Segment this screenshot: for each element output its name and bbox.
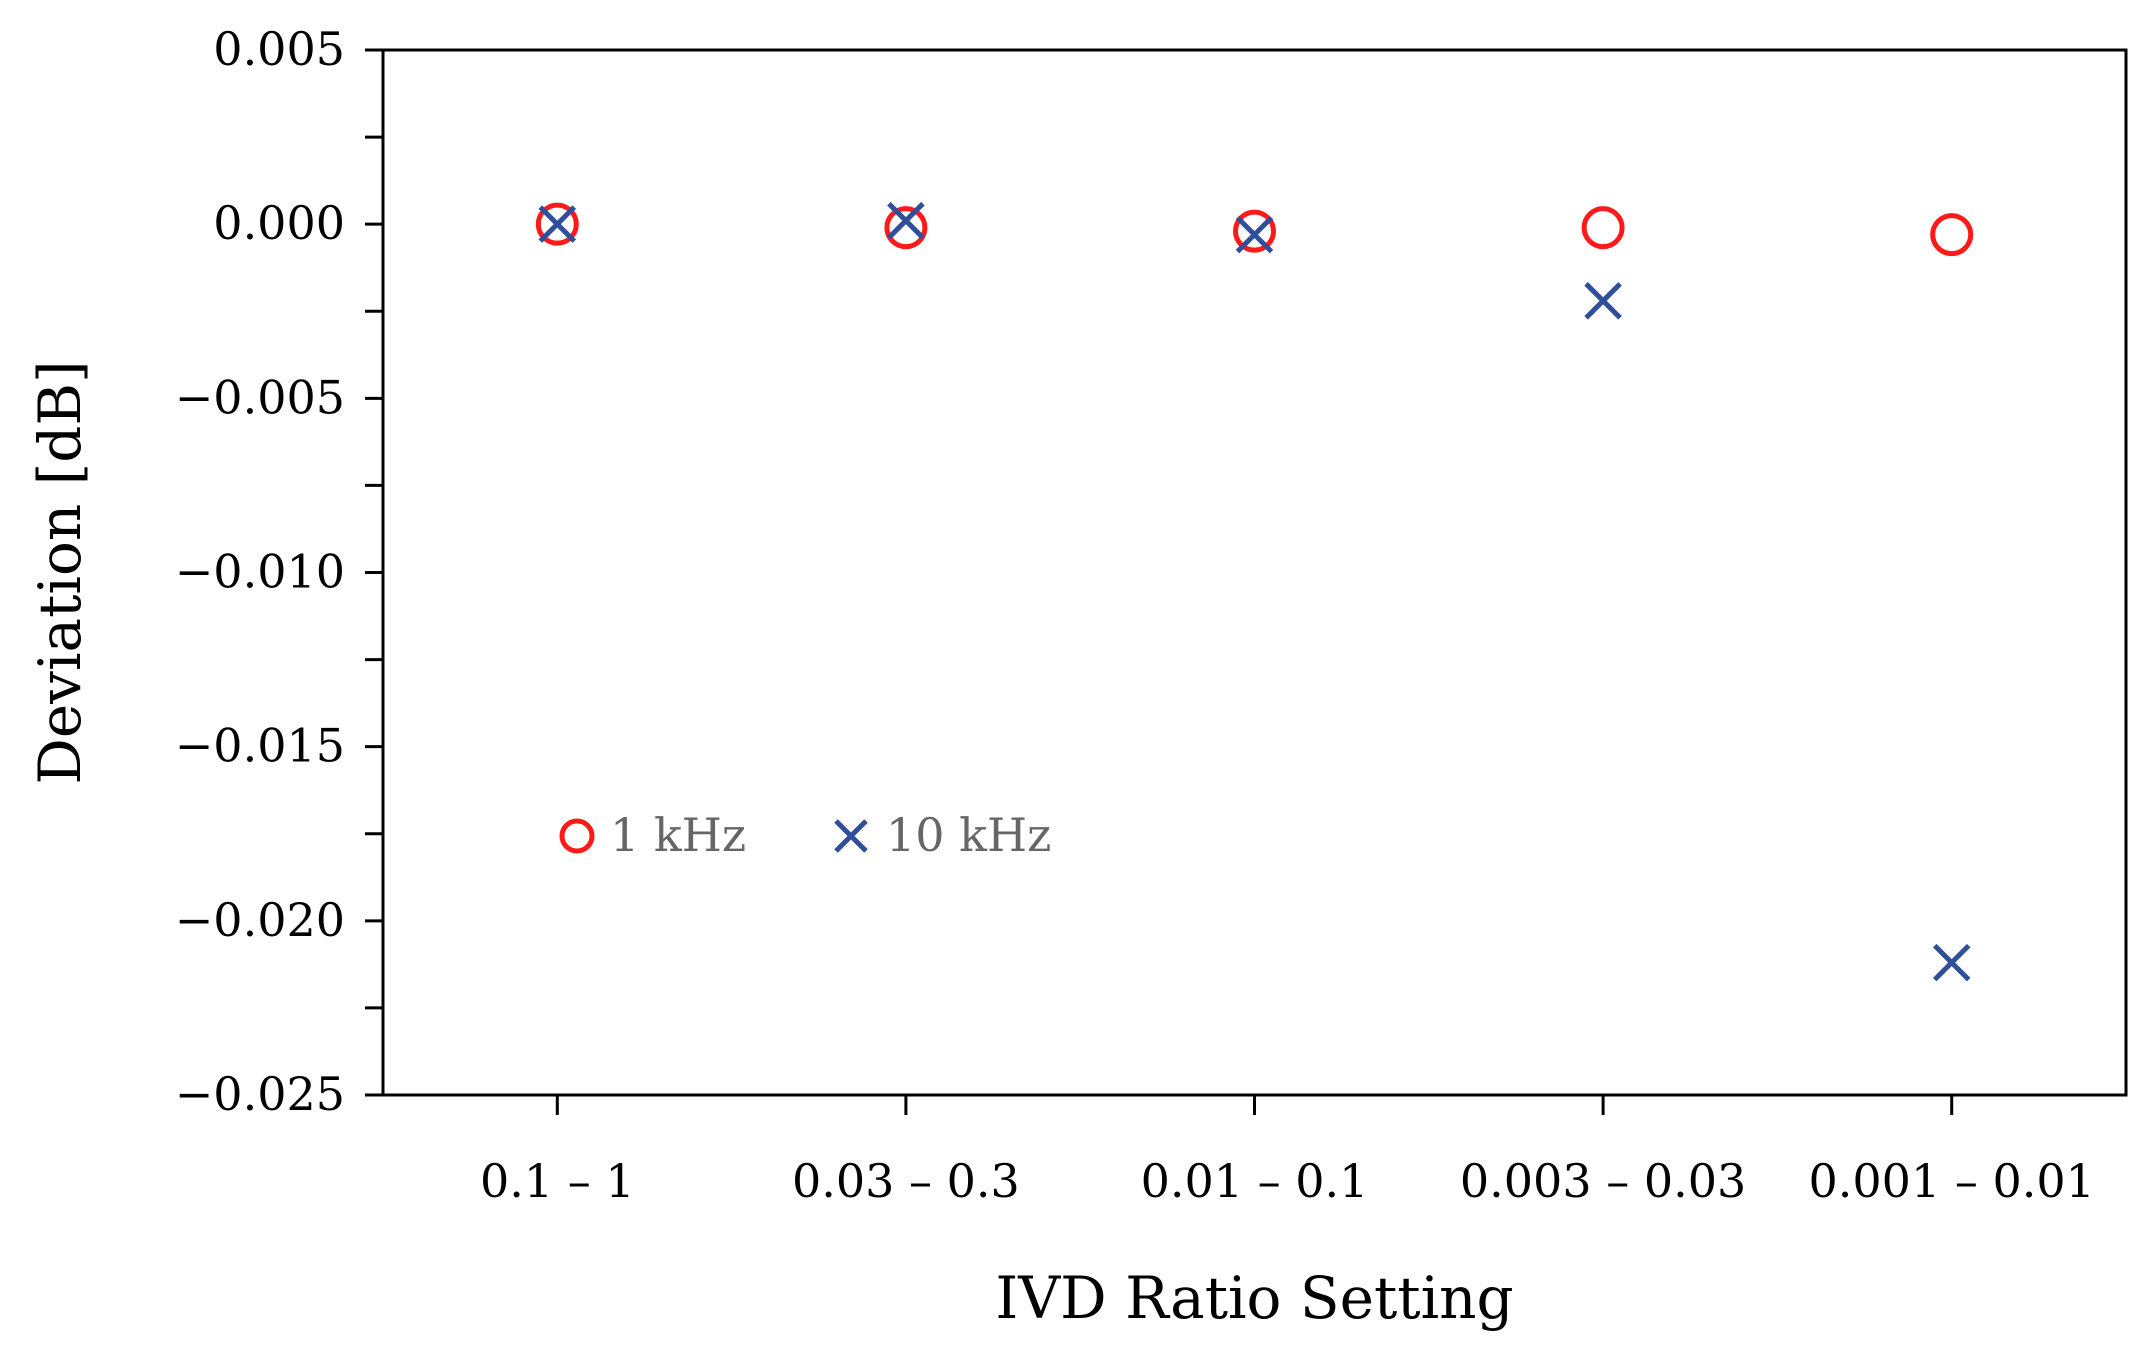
legend-marker-10-khz	[834, 819, 868, 853]
y-tick-label: −0.015	[175, 719, 345, 773]
y-tick-label: 0.000	[213, 196, 345, 250]
data-point-1-khz	[1233, 209, 1276, 253]
y-tick-label: −0.005	[175, 370, 345, 424]
x-marker-stroke	[834, 819, 868, 853]
x-marker-stroke	[1584, 282, 1622, 320]
data-point-10-khz	[1235, 215, 1274, 254]
x-tick-label: 0.01 – 0.1	[1141, 1154, 1369, 1208]
y-tick-label: −0.010	[175, 545, 345, 599]
data-point-10-khz	[887, 201, 925, 240]
x-tick-label: 0.1 – 1	[480, 1154, 635, 1208]
legend-label-10-khz: 10 kHz	[886, 808, 1051, 862]
y-axis-title: Deviation [dB]	[26, 360, 94, 784]
data-point-1-khz	[535, 202, 579, 246]
data-point-10-khz	[1932, 943, 1971, 982]
legend: 1 kHz 10 kHz	[559, 808, 1051, 862]
x-marker-stroke	[887, 201, 925, 240]
data-point-10-khz	[538, 205, 577, 243]
data-point-1-khz	[1581, 206, 1625, 250]
data-point-1-khz	[1930, 213, 1974, 257]
x-marker-stroke	[538, 205, 577, 243]
x-tick-label: 0.001 – 0.01	[1809, 1154, 2095, 1208]
legend-label-1-khz: 1 kHz	[610, 808, 746, 862]
data-point-1-khz	[884, 206, 928, 250]
y-tick-label: 0.005	[213, 22, 345, 76]
x-tick-label: 0.003 – 0.03	[1460, 1154, 1746, 1208]
y-tick-label: −0.020	[175, 893, 345, 947]
x-marker-stroke	[1932, 943, 1971, 982]
marks-layer	[535, 201, 1974, 982]
x-axis-title: IVD Ratio Setting	[995, 1264, 1513, 1332]
data-point-10-khz	[1584, 282, 1622, 320]
axes-layer: 0.005 0.000 −0.005 −0.010 −0.015 −0.020 −0.025…	[26, 22, 2128, 1332]
y-tick-label: −0.025	[175, 1067, 345, 1121]
x-marker-stroke	[1235, 215, 1274, 254]
legend-marker-1-khz	[559, 818, 595, 854]
x-tick-label: 0.03 – 0.3	[792, 1154, 1020, 1208]
